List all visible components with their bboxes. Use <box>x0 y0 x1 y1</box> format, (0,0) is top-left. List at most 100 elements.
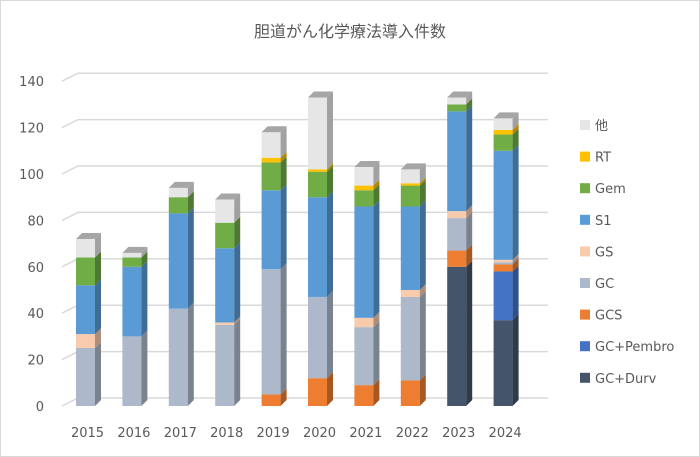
bar-side-2024-S1 <box>512 144 519 260</box>
bar-segment-2022-S1 <box>400 206 420 290</box>
legend-swatch-GC+Pembro <box>580 341 590 352</box>
bar-segment-2021-S1 <box>354 206 374 318</box>
bar-side-2015-S1 <box>95 279 101 335</box>
bar-side-2019-GC <box>280 263 287 395</box>
bar-side-2020-他 <box>327 91 333 170</box>
bar-top-2024 <box>493 112 519 119</box>
bar-side-2020-GCS <box>327 372 333 406</box>
bar-side-2022-RT <box>419 177 426 186</box>
legend-label: GS <box>595 245 613 260</box>
bar-side-2018-GC <box>234 318 241 406</box>
bar-side-2016-Gem <box>141 251 148 267</box>
legend-swatch-GC <box>580 278 590 288</box>
bar-side-2021-他 <box>373 161 380 186</box>
y-tick-label: 140 <box>19 75 44 90</box>
x-tick-label: 2020 <box>303 426 336 441</box>
bar-side-2024-RT <box>512 123 519 135</box>
bar-segment-2024-GC <box>493 262 513 265</box>
bar-side-2017-S1 <box>187 207 194 309</box>
legend-label: GCS <box>595 309 622 324</box>
bar-segment-2021-RT <box>354 185 374 191</box>
bar-segment-2019-RT <box>261 157 281 163</box>
bar-segment-2018-GC <box>215 324 235 406</box>
bar-side-2020-GC <box>327 290 333 379</box>
bar-segment-2017-GC <box>168 308 188 406</box>
bar-segment-2019-S1 <box>261 190 281 270</box>
bar-top-2015 <box>76 232 101 239</box>
bar-segment-2017-他 <box>168 187 188 198</box>
bar-segment-2024-GS <box>493 259 513 263</box>
bar-segment-2024-S1 <box>493 150 513 260</box>
bar-side-2022-Gem <box>419 179 426 207</box>
bar-side-2018-S1 <box>234 242 241 323</box>
bar-segment-2020-GCS <box>308 378 327 406</box>
bar-side-2020-Gem <box>327 165 333 198</box>
bar-side-2015-Gem <box>95 251 101 286</box>
legend-swatch-Gem <box>580 183 590 194</box>
bar-side-2015-他 <box>95 232 101 258</box>
bar-segment-2016-S1 <box>122 266 142 337</box>
bar-segment-2016-GC <box>122 336 142 406</box>
y-tick-label: 20 <box>27 354 44 369</box>
bar-top-2022 <box>400 163 426 170</box>
bar-segment-2024-GC+Pembro <box>493 271 513 321</box>
bar-side-2023-GC+Durv <box>466 260 473 406</box>
legend-swatch-RT <box>580 151 590 162</box>
bar-segment-2015-GC <box>76 348 95 406</box>
bar-segment-2015-Gem <box>76 257 95 286</box>
y-tick-label: 80 <box>27 214 44 229</box>
bar-segment-2018-GS <box>215 322 235 325</box>
bar-side-2022-他 <box>419 163 426 184</box>
bar-segment-2020-他 <box>308 97 327 170</box>
legend-label: GC+Durv <box>595 372 657 387</box>
bar-top-2021 <box>354 161 380 168</box>
bar-top-2020 <box>308 91 333 98</box>
bar-side-2021-GC <box>373 321 380 386</box>
bar-side-2024-GS <box>512 253 519 263</box>
bar-segment-2022-RT <box>400 183 420 186</box>
bar-top-2023 <box>447 91 473 98</box>
bar-side-2021-S1 <box>373 200 380 318</box>
y-tick-label: 100 <box>19 168 44 183</box>
bar-segment-2023-GCS <box>447 250 467 267</box>
bar-top-2016 <box>122 246 148 253</box>
bar-top-2017 <box>168 181 194 188</box>
bar-side-2018-Gem <box>234 216 241 249</box>
legend-label: S1 <box>595 214 612 229</box>
bar-side-2022-GC <box>419 290 426 381</box>
bar-side-2023-他 <box>466 91 473 105</box>
legend-swatch-GS <box>580 246 590 257</box>
bar-side-2023-GC <box>466 212 473 251</box>
bar-segment-2015-他 <box>76 238 95 258</box>
gridline <box>61 211 548 222</box>
gridline <box>61 118 548 129</box>
legend-swatch-S1 <box>580 214 590 225</box>
bar-segment-2020-RT <box>308 169 327 172</box>
bar-segment-2019-GCS <box>261 394 281 406</box>
bar-segment-2017-S1 <box>168 213 188 309</box>
bar-segment-2019-GC <box>261 269 281 395</box>
gridline <box>61 165 548 175</box>
bar-side-2015-GC <box>95 342 101 406</box>
bar-side-2024-他 <box>512 112 519 130</box>
gridline <box>61 72 548 82</box>
bar-segment-2022-Gem <box>400 185 420 207</box>
bar-side-2016-S1 <box>141 260 148 337</box>
bar-segment-2018-他 <box>215 199 235 223</box>
bar-side-2016-他 <box>141 246 148 258</box>
bar-side-2020-RT <box>327 163 333 172</box>
bar-segment-2019-Gem <box>261 162 281 191</box>
bar-segment-2015-GS <box>76 334 95 348</box>
bar-segment-2017-Gem <box>168 197 188 214</box>
bar-segment-2023-GS <box>447 211 467 219</box>
bar-segment-2023-S1 <box>447 111 467 212</box>
bar-side-2024-GC+Pembro <box>512 265 519 321</box>
x-tick-label: 2021 <box>349 426 382 441</box>
bar-side-2023-GCS <box>466 244 473 267</box>
bar-segment-2015-S1 <box>76 285 95 335</box>
bar-side-2024-GCS <box>512 258 519 272</box>
bar-segment-2020-S1 <box>308 197 327 297</box>
bar-side-2021-Gem <box>373 184 380 207</box>
bar-segment-2024-Gem <box>493 134 513 151</box>
bar-side-2017-他 <box>187 181 194 198</box>
